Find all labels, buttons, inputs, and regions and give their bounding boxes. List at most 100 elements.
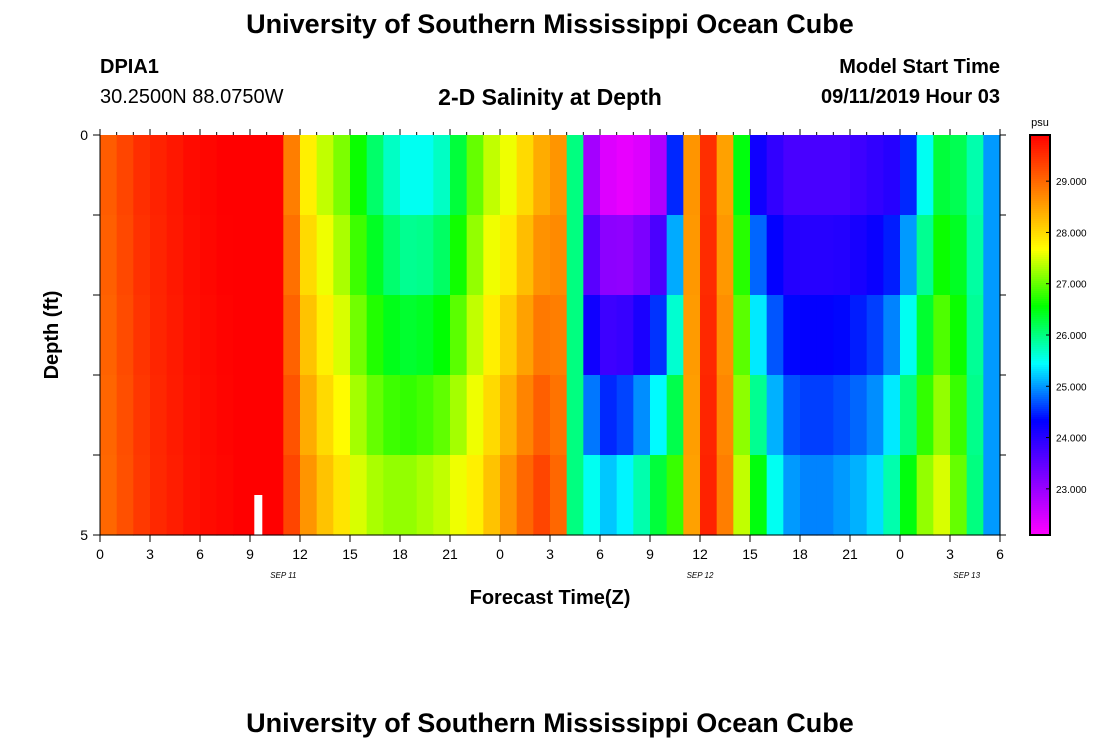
heatmap-cell: [150, 295, 168, 376]
heatmap-cell: [133, 455, 151, 536]
colorbar-segment: [1030, 137, 1050, 140]
colorbar-segment: [1030, 331, 1050, 334]
heatmap-cell: [516, 215, 534, 296]
heatmap-cell: [683, 295, 701, 376]
heatmap-cell: [616, 135, 634, 216]
heatmap-cell: [416, 135, 434, 216]
heatmap-cell: [383, 135, 401, 216]
heatmap-cell: [266, 135, 284, 216]
colorbar-segment: [1030, 321, 1050, 324]
heatmap-cell: [283, 455, 301, 536]
heatmap-cell: [983, 455, 1001, 536]
heatmap-cell: [750, 215, 768, 296]
heatmap-cell: [116, 135, 134, 216]
colorbar-segment: [1030, 253, 1050, 256]
colorbar-segment: [1030, 149, 1050, 152]
colorbar-segment: [1030, 295, 1050, 298]
colorbar-segment: [1030, 293, 1050, 296]
heatmap-cell: [666, 375, 684, 456]
heatmap-cell: [883, 375, 901, 456]
heatmap-cell: [516, 455, 534, 536]
colorbar-tick-label: 28.000: [1056, 228, 1087, 239]
heatmap-cell: [383, 215, 401, 296]
heatmap-cell: [650, 135, 668, 216]
x-tick-label: 0: [896, 546, 904, 562]
heatmap-cell: [883, 455, 901, 536]
colorbar-segment: [1030, 339, 1050, 342]
heatmap-cell: [633, 215, 651, 296]
heatmap-cell: [233, 135, 251, 216]
heatmap-cell: [566, 295, 584, 376]
heatmap-cell: [400, 135, 418, 216]
colorbar-segment: [1030, 297, 1050, 300]
heatmap-cell: [766, 375, 784, 456]
heatmap-cell: [266, 295, 284, 376]
heatmap-cell: [833, 375, 851, 456]
heatmap-cell: [433, 215, 451, 296]
heatmap-cell: [316, 295, 334, 376]
colorbar-segment: [1030, 275, 1050, 278]
colorbar-segment: [1030, 383, 1050, 386]
heatmap-cell: [116, 375, 134, 456]
colorbar-segment: [1030, 521, 1050, 524]
colorbar-segment: [1030, 357, 1050, 360]
heatmap-cell: [200, 215, 218, 296]
heatmap-cell: [183, 295, 201, 376]
colorbar-segment: [1030, 333, 1050, 336]
heatmap-cell: [333, 295, 351, 376]
heatmap-cell: [950, 295, 968, 376]
colorbar-tick-label: 25.000: [1056, 382, 1087, 393]
heatmap-cell: [133, 215, 151, 296]
heatmap-cell: [500, 375, 518, 456]
heatmap-cell: [750, 455, 768, 536]
heatmap-cell: [300, 375, 318, 456]
heatmap-cell: [800, 375, 818, 456]
colorbar-segment: [1030, 511, 1050, 514]
heatmap-cell: [400, 455, 418, 536]
x-tick-label: 15: [342, 546, 358, 562]
heatmap-cell: [116, 295, 134, 376]
colorbar-segment: [1030, 199, 1050, 202]
model-start-label: Model Start Time: [839, 56, 1000, 78]
heatmap-cell: [916, 215, 934, 296]
station-coordinates: 30.2500N 88.0750W: [100, 86, 284, 108]
heatmap-cell: [900, 295, 918, 376]
colorbar-segment: [1030, 419, 1050, 422]
heatmap-cell: [666, 215, 684, 296]
colorbar-segment: [1030, 381, 1050, 384]
colorbar-segment: [1030, 351, 1050, 354]
colorbar-segment: [1030, 355, 1050, 358]
colorbar-segment: [1030, 263, 1050, 266]
heatmap-cell: [850, 295, 868, 376]
colorbar-segment: [1030, 183, 1050, 186]
colorbar-segment: [1030, 389, 1050, 392]
heatmap-cell: [550, 375, 568, 456]
heatmap-cell: [333, 375, 351, 456]
colorbar-segment: [1030, 491, 1050, 494]
heatmap-cell: [433, 135, 451, 216]
heatmap-cell: [183, 135, 201, 216]
colorbar-segment: [1030, 251, 1050, 254]
heatmap-cell: [300, 215, 318, 296]
heatmap-cell: [583, 455, 601, 536]
heatmap-cell: [850, 455, 868, 536]
heatmap-cell: [833, 295, 851, 376]
heatmap-cell: [566, 135, 584, 216]
x-axis-title: Forecast Time(Z): [470, 587, 631, 609]
heatmap-cell: [300, 135, 318, 216]
colorbar-segment: [1030, 159, 1050, 162]
heatmap-cell: [333, 215, 351, 296]
colorbar-segment: [1030, 191, 1050, 194]
heatmap-cell: [400, 295, 418, 376]
colorbar-segment: [1030, 155, 1050, 158]
heatmap-cell: [850, 135, 868, 216]
colorbar-segment: [1030, 271, 1050, 274]
colorbar-segment: [1030, 311, 1050, 314]
colorbar-segment: [1030, 347, 1050, 350]
heatmap-cell: [116, 215, 134, 296]
heatmap-cell: [616, 375, 634, 456]
colorbar-segment: [1030, 341, 1050, 344]
heatmap-cell: [383, 295, 401, 376]
heatmap-cell: [483, 135, 501, 216]
colorbar-segment: [1030, 443, 1050, 446]
